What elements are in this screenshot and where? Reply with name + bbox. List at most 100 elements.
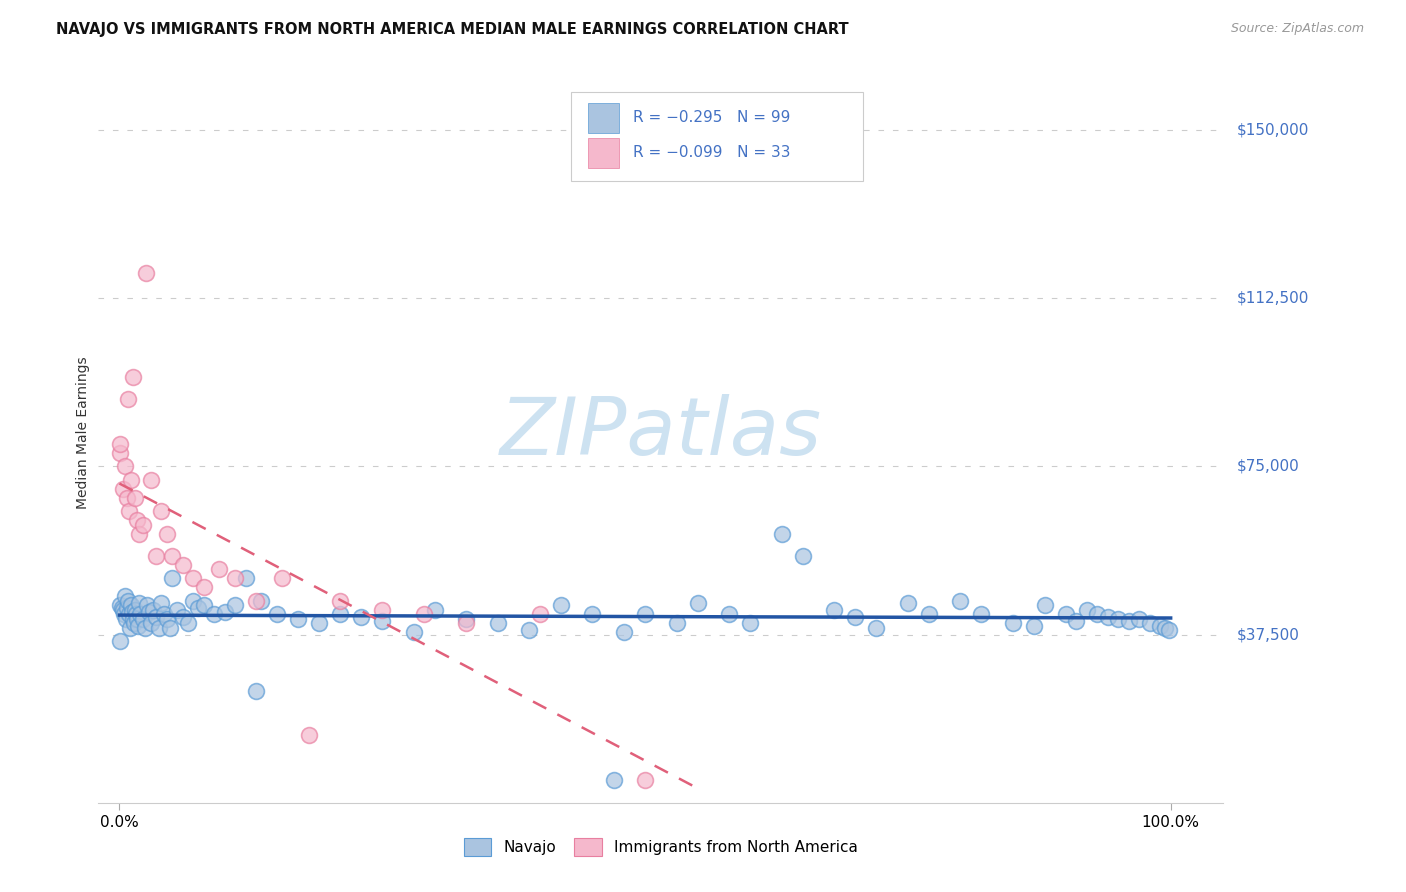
Point bbox=[350, 609, 373, 624]
Point bbox=[110, 446, 132, 460]
Text: NAVAJO VS IMMIGRANTS FROM NORTH AMERICA MEDIAN MALE EARNINGS CORRELATION CHART: NAVAJO VS IMMIGRANTS FROM NORTH AMERICA … bbox=[56, 22, 849, 37]
Point bbox=[118, 621, 141, 635]
Point bbox=[245, 594, 267, 608]
Point bbox=[1022, 618, 1045, 632]
Point bbox=[202, 607, 225, 622]
Point bbox=[1001, 616, 1024, 631]
Point bbox=[138, 605, 160, 619]
Point bbox=[135, 599, 157, 613]
Y-axis label: Median Male Earnings: Median Male Earnings bbox=[76, 356, 90, 509]
Point bbox=[145, 549, 167, 563]
Text: $37,500: $37,500 bbox=[1237, 627, 1301, 642]
Point bbox=[1033, 599, 1056, 613]
Point bbox=[172, 609, 194, 624]
Point bbox=[918, 607, 941, 622]
Point bbox=[308, 616, 330, 631]
Point bbox=[423, 603, 446, 617]
Point bbox=[122, 369, 145, 384]
Point bbox=[665, 616, 688, 631]
Point bbox=[770, 526, 793, 541]
Point bbox=[160, 571, 183, 585]
Point bbox=[181, 571, 204, 585]
Point bbox=[127, 612, 149, 626]
Point bbox=[456, 612, 478, 626]
Text: $150,000: $150,000 bbox=[1237, 122, 1309, 137]
Point bbox=[1157, 623, 1180, 637]
Point bbox=[122, 616, 145, 631]
Bar bbox=[588, 138, 619, 168]
Point bbox=[139, 473, 162, 487]
Point bbox=[115, 600, 138, 615]
Point bbox=[110, 600, 132, 615]
Point bbox=[122, 612, 145, 626]
Point bbox=[117, 392, 139, 406]
Text: $112,500: $112,500 bbox=[1237, 291, 1309, 305]
Point bbox=[121, 605, 143, 619]
Point bbox=[127, 618, 149, 632]
Point bbox=[1097, 609, 1119, 624]
Point bbox=[160, 549, 183, 563]
Point bbox=[110, 634, 132, 648]
Point bbox=[1076, 603, 1098, 617]
Bar bbox=[588, 103, 619, 133]
Point bbox=[156, 526, 179, 541]
Point bbox=[152, 607, 174, 622]
Point bbox=[634, 773, 657, 788]
Point bbox=[844, 609, 866, 624]
Point bbox=[250, 594, 273, 608]
Point bbox=[187, 600, 209, 615]
Point bbox=[166, 603, 188, 617]
Point bbox=[1064, 614, 1087, 628]
Point bbox=[613, 625, 636, 640]
Point bbox=[125, 607, 148, 622]
Point bbox=[897, 596, 920, 610]
Point bbox=[550, 599, 572, 613]
Point bbox=[118, 607, 141, 622]
Point bbox=[131, 612, 153, 626]
Point bbox=[287, 612, 309, 626]
Point bbox=[581, 607, 603, 622]
Point bbox=[148, 621, 170, 635]
Point bbox=[519, 623, 541, 637]
Point bbox=[120, 599, 142, 613]
Point bbox=[634, 607, 657, 622]
Point bbox=[413, 607, 436, 622]
Point bbox=[135, 266, 157, 280]
Point bbox=[271, 571, 294, 585]
Point bbox=[329, 607, 352, 622]
Point bbox=[115, 491, 138, 505]
Point bbox=[145, 609, 167, 624]
Point bbox=[1107, 612, 1129, 626]
Point bbox=[139, 616, 162, 631]
Point bbox=[118, 504, 141, 518]
Point bbox=[193, 599, 215, 613]
Point bbox=[172, 558, 194, 572]
Text: Source: ZipAtlas.com: Source: ZipAtlas.com bbox=[1230, 22, 1364, 36]
Point bbox=[110, 599, 132, 613]
Point bbox=[1118, 614, 1140, 628]
Point bbox=[224, 571, 246, 585]
Point bbox=[970, 607, 993, 622]
Point bbox=[117, 594, 139, 608]
Text: R = −0.295   N = 99: R = −0.295 N = 99 bbox=[633, 111, 790, 126]
Point bbox=[131, 517, 153, 532]
Point bbox=[371, 614, 394, 628]
Point bbox=[129, 607, 152, 622]
Point bbox=[486, 616, 509, 631]
Point bbox=[456, 616, 478, 631]
Legend: Navajo, Immigrants from North America: Navajo, Immigrants from North America bbox=[457, 832, 865, 862]
Point bbox=[193, 581, 215, 595]
Point bbox=[1085, 607, 1108, 622]
Point bbox=[114, 612, 136, 626]
Point bbox=[402, 625, 425, 640]
Point bbox=[111, 603, 134, 617]
Point bbox=[224, 599, 246, 613]
Point bbox=[128, 526, 150, 541]
Point bbox=[235, 571, 257, 585]
Point bbox=[686, 596, 709, 610]
Point bbox=[124, 491, 146, 505]
Point bbox=[1154, 621, 1177, 635]
Point bbox=[865, 621, 887, 635]
Point bbox=[266, 607, 288, 622]
Point bbox=[114, 590, 136, 604]
